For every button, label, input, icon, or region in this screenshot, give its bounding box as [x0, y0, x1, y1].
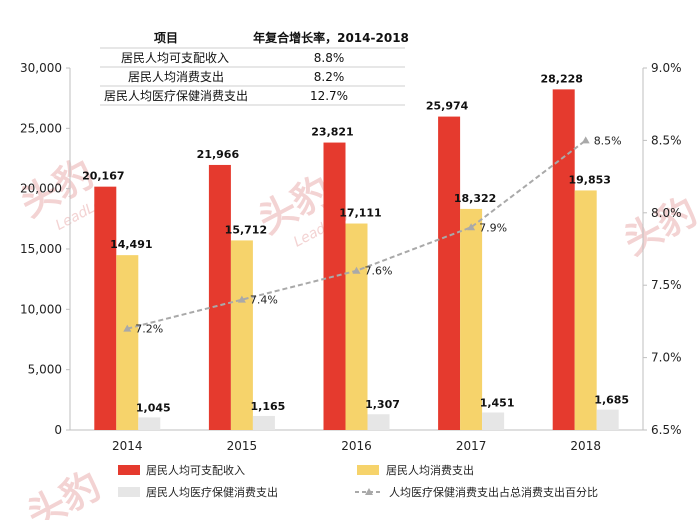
ratio-data-label: 8.5% [594, 134, 622, 147]
bar-data-label: 1,451 [480, 396, 515, 409]
ratio-data-label: 7.2% [135, 323, 163, 336]
bar-consumption [116, 255, 139, 430]
bar-income [208, 164, 231, 430]
bar-data-label: 1,685 [594, 394, 629, 407]
bar-income [552, 89, 575, 430]
growth-table: 项目 年复合增长率，2014-2018 居民人均可支配收入 8.8% 居民人均消… [100, 30, 409, 106]
ratio-marker [581, 136, 590, 144]
ratio-data-label: 7.9% [479, 221, 507, 234]
ratio-data-label: 7.6% [365, 265, 393, 278]
bar-labels: 20,167 21,966 23,821 25,974 28,228 14,491 15,7… [82, 72, 629, 414]
watermark-text-right: 头豹 [616, 189, 698, 264]
legend-swatch-income [118, 465, 140, 475]
y2-tick-label: 9.0% [651, 61, 682, 75]
watermark-text-bottom: 头豹 [20, 463, 108, 520]
y-axis-left: 0 5,000 10,000 15,000 20,000 25,000 30,000 [20, 61, 71, 437]
bar-income [438, 116, 461, 431]
bar-data-label: 1,307 [365, 398, 400, 411]
legend-swatch-healthcare [118, 487, 140, 497]
legend-marker-ratio [365, 488, 373, 495]
table-header-item: 项目 [154, 31, 178, 45]
table-row-value: 12.7% [310, 89, 348, 103]
ratio-data-label: 7.4% [250, 294, 278, 307]
bar-data-label: 17,111 [339, 207, 381, 220]
bar-data-label: 19,853 [568, 173, 610, 186]
y-tick-label: 30,000 [20, 61, 62, 75]
bar-data-label: 1,165 [251, 400, 286, 413]
y2-tick-label: 8.5% [651, 133, 682, 147]
bar-healthcare [367, 414, 390, 430]
y2-tick-label: 8.0% [651, 206, 682, 220]
legend-label-ratio: 人均医疗保健消费支出占总消费支出百分比 [389, 485, 598, 499]
bar-consumption [345, 223, 368, 430]
bar-data-label: 21,966 [197, 148, 240, 161]
ratio-marker [352, 266, 361, 274]
y-tick-label: 20,000 [20, 182, 62, 196]
bar-income [94, 186, 117, 430]
legend-label-income: 居民人均可支配收入 [146, 463, 245, 477]
bar-data-label: 28,228 [540, 72, 582, 85]
legend: 居民人均可支配收入 居民人均消费支出 居民人均医疗保健消费支出 人均医疗保健消费… [118, 463, 598, 499]
table-header-cagr: 年复合增长率，2014-2018 [253, 30, 409, 45]
y-tick-label: 0 [54, 423, 62, 437]
bar-healthcare [138, 417, 161, 430]
x-tick-label: 2015 [227, 439, 258, 453]
bar-income [323, 142, 346, 430]
bar-data-label: 1,045 [136, 401, 171, 414]
bar-healthcare [596, 409, 619, 430]
ratio-marker [237, 295, 246, 303]
bar-healthcare [252, 415, 275, 430]
bar-data-label: 14,491 [110, 238, 152, 251]
bar-data-label: 23,821 [311, 126, 353, 139]
y-tick-label: 5,000 [28, 363, 62, 377]
y-tick-label: 10,000 [20, 302, 62, 316]
bars [94, 89, 619, 431]
bar-data-label: 20,167 [82, 170, 124, 183]
table-row-value: 8.8% [314, 51, 345, 65]
bar-data-label: 18,322 [454, 192, 496, 205]
legend-swatch-consumption [357, 465, 379, 475]
bar-consumption [460, 208, 483, 430]
y2-tick-label: 6.5% [651, 423, 682, 437]
bar-consumption [230, 240, 253, 430]
x-tick-label: 2018 [570, 439, 601, 453]
bar-consumption [574, 190, 597, 430]
bar-data-label: 25,974 [426, 100, 469, 113]
table-row-label: 居民人均可支配收入 [121, 51, 229, 65]
x-axis: 2014 2015 2016 2017 2018 [112, 439, 601, 453]
y-tick-label: 15,000 [20, 242, 62, 256]
y2-tick-label: 7.0% [651, 351, 682, 365]
y2-tick-label: 7.5% [651, 278, 682, 292]
table-row-value: 8.2% [314, 70, 345, 84]
ratio-marker [467, 223, 476, 231]
bar-healthcare [482, 412, 505, 430]
legend-label-consumption: 居民人均消费支出 [386, 463, 474, 477]
legend-label-healthcare: 居民人均医疗保健消费支出 [146, 485, 278, 499]
y-tick-label: 25,000 [20, 121, 62, 135]
y-axis-right: 6.5% 7.0% 7.5% 8.0% 8.5% 9.0% [642, 61, 682, 437]
x-tick-label: 2017 [456, 439, 487, 453]
bar-data-label: 15,712 [225, 223, 267, 236]
ratio-marker [123, 324, 132, 332]
x-tick-label: 2014 [112, 439, 143, 453]
table-row-label: 居民人均消费支出 [128, 70, 224, 84]
ratio-line: 7.2% 7.4% 7.6% 7.9% 8.5% [123, 134, 622, 336]
table-row-label: 居民人均医疗保健消费支出 [104, 89, 248, 103]
x-tick-label: 2016 [341, 439, 372, 453]
